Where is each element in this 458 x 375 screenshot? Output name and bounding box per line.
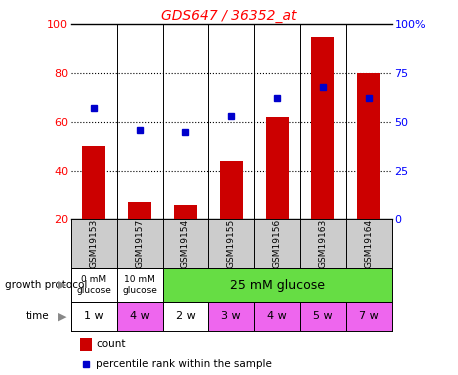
- Bar: [220, 161, 243, 219]
- Text: ▶: ▶: [58, 311, 66, 321]
- Bar: [266, 117, 289, 219]
- Bar: [311, 37, 334, 219]
- Bar: [128, 202, 151, 219]
- Text: GSM19154: GSM19154: [181, 219, 190, 268]
- Text: 4 w: 4 w: [267, 311, 287, 321]
- Text: GSM19163: GSM19163: [318, 219, 327, 268]
- Bar: [80, 338, 92, 351]
- Bar: [300, 302, 346, 331]
- Text: time: time: [25, 311, 49, 321]
- Bar: [82, 146, 105, 219]
- Bar: [117, 268, 163, 302]
- Bar: [71, 302, 117, 331]
- Text: 3 w: 3 w: [222, 311, 241, 321]
- Text: 10 mM
glucose: 10 mM glucose: [122, 275, 157, 295]
- Bar: [346, 302, 392, 331]
- Text: GSM19157: GSM19157: [135, 219, 144, 268]
- Text: GSM19164: GSM19164: [364, 219, 373, 268]
- Bar: [71, 268, 117, 302]
- Bar: [174, 205, 197, 219]
- Bar: [254, 302, 300, 331]
- Text: 2 w: 2 w: [175, 311, 196, 321]
- Text: GSM19155: GSM19155: [227, 219, 236, 268]
- Text: 1 w: 1 w: [84, 311, 104, 321]
- Text: GDS647 / 36352_at: GDS647 / 36352_at: [161, 9, 297, 23]
- Text: 0 mM
glucose: 0 mM glucose: [76, 275, 111, 295]
- Text: GSM19153: GSM19153: [89, 219, 98, 268]
- Text: 5 w: 5 w: [313, 311, 333, 321]
- Text: growth protocol: growth protocol: [5, 280, 87, 290]
- Text: 25 mM glucose: 25 mM glucose: [229, 279, 325, 291]
- Text: 7 w: 7 w: [359, 311, 379, 321]
- Text: GSM19156: GSM19156: [273, 219, 282, 268]
- Bar: [163, 302, 208, 331]
- Bar: [208, 302, 254, 331]
- Bar: [117, 302, 163, 331]
- Text: count: count: [96, 339, 125, 349]
- Bar: [357, 73, 380, 219]
- Text: ▶: ▶: [58, 280, 66, 290]
- Bar: [163, 268, 392, 302]
- Text: 4 w: 4 w: [130, 311, 150, 321]
- Text: percentile rank within the sample: percentile rank within the sample: [96, 359, 272, 369]
